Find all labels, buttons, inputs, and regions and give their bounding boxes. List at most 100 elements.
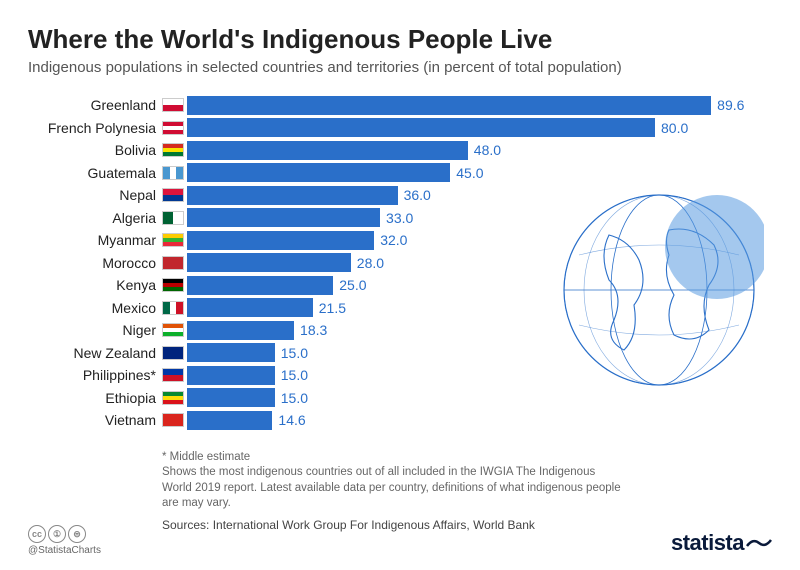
- statista-logo: statista: [671, 530, 772, 556]
- country-label: Greenland: [28, 97, 162, 113]
- bar-track: 15.0: [187, 366, 772, 385]
- country-label: Niger: [28, 322, 162, 338]
- flag-icon: [162, 98, 184, 112]
- bar: 28.0: [187, 253, 351, 272]
- bar-value: 15.0: [281, 390, 308, 406]
- flag-icon: [162, 368, 184, 382]
- bar-track: 80.0: [187, 118, 772, 137]
- country-label: Bolivia: [28, 142, 162, 158]
- bar: 21.5: [187, 298, 313, 317]
- country-label: Morocco: [28, 255, 162, 271]
- bar: 32.0: [187, 231, 374, 250]
- bar: 15.0: [187, 388, 275, 407]
- chart-row: Greenland 89.6: [28, 94, 772, 117]
- bar: 36.0: [187, 186, 398, 205]
- country-label: French Polynesia: [28, 120, 162, 136]
- flag-icon: [162, 143, 184, 157]
- bar-track: 33.0: [187, 208, 772, 227]
- footnote-body: Shows the most indigenous countries out …: [162, 466, 621, 509]
- chart-row: Guatemala 45.0: [28, 162, 772, 185]
- chart-row: Vietnam 14.6: [28, 409, 772, 432]
- chart-row: Mexico21.5: [28, 297, 772, 320]
- footnote: * Middle estimate Shows the most indigen…: [162, 450, 622, 512]
- country-label: Kenya: [28, 277, 162, 293]
- bar-track: 14.6: [187, 411, 772, 430]
- flag-icon: [162, 301, 184, 315]
- bar-track: 28.0: [187, 253, 772, 272]
- bar-value: 25.0: [339, 277, 366, 293]
- chart-title: Where the World's Indigenous People Live: [28, 24, 772, 55]
- bar-track: 89.6: [187, 96, 772, 115]
- flag-icon: [162, 121, 184, 135]
- bar-value: 14.6: [278, 412, 305, 428]
- country-label: Ethiopia: [28, 390, 162, 406]
- chart-row: Philippines* 15.0: [28, 364, 772, 387]
- bar-value: 33.0: [386, 210, 413, 226]
- chart-row: French Polynesia 80.0: [28, 117, 772, 140]
- cc-handle: @StatistaCharts: [28, 545, 101, 556]
- logo-wave-icon: [746, 536, 772, 550]
- flag-icon: [162, 166, 184, 180]
- chart-row: Algeria 33.0: [28, 207, 772, 230]
- bar-track: 36.0: [187, 186, 772, 205]
- bar-track: 15.0: [187, 343, 772, 362]
- bar-track: 45.0: [187, 163, 772, 182]
- bar: 25.0: [187, 276, 333, 295]
- bar: 80.0: [187, 118, 655, 137]
- bar: 15.0: [187, 343, 275, 362]
- chart-subtitle: Indigenous populations in selected count…: [28, 59, 772, 76]
- bar: 33.0: [187, 208, 380, 227]
- bar-value: 18.3: [300, 322, 327, 338]
- flag-icon: [162, 278, 184, 292]
- bar-value: 45.0: [456, 165, 483, 181]
- bar-track: 32.0: [187, 231, 772, 250]
- cc-icons: cc ① ⊜: [28, 525, 86, 543]
- bar: 48.0: [187, 141, 468, 160]
- cc-by-icon: ①: [48, 525, 66, 543]
- footnote-title: * Middle estimate: [162, 451, 250, 463]
- chart-row: Kenya 25.0: [28, 274, 772, 297]
- flag-icon: [162, 188, 184, 202]
- cc-nd-icon: ⊜: [68, 525, 86, 543]
- country-label: Philippines*: [28, 367, 162, 383]
- country-label: Algeria: [28, 210, 162, 226]
- bar-track: 18.3: [187, 321, 772, 340]
- bar-value: 15.0: [281, 345, 308, 361]
- flag-icon: [162, 256, 184, 270]
- flag-icon: [162, 323, 184, 337]
- chart-row: Bolivia 48.0: [28, 139, 772, 162]
- bottom-row: cc ① ⊜ @StatistaCharts statista: [28, 525, 772, 556]
- chart-row: New Zealand 15.0: [28, 342, 772, 365]
- bar-track: 25.0: [187, 276, 772, 295]
- country-label: Nepal: [28, 187, 162, 203]
- cc-icon: cc: [28, 525, 46, 543]
- bar-track: 48.0: [187, 141, 772, 160]
- bar-value: 89.6: [717, 97, 744, 113]
- chart-row: Morocco 28.0: [28, 252, 772, 275]
- bar: 89.6: [187, 96, 711, 115]
- bar: 45.0: [187, 163, 450, 182]
- country-label: Myanmar: [28, 232, 162, 248]
- flag-icon: [162, 391, 184, 405]
- flag-icon: [162, 346, 184, 360]
- bar-track: 21.5: [187, 298, 772, 317]
- chart-row: Niger 18.3: [28, 319, 772, 342]
- chart-row: Ethiopia 15.0: [28, 387, 772, 410]
- bar-value: 36.0: [404, 187, 431, 203]
- logo-text: statista: [671, 530, 744, 556]
- bar-track: 15.0: [187, 388, 772, 407]
- chart-area: Greenland 89.6 French Polynesia 80.0 Bolivia…: [28, 94, 772, 432]
- flag-icon: [162, 233, 184, 247]
- bar-value: 48.0: [474, 142, 501, 158]
- chart-row: Nepal 36.0: [28, 184, 772, 207]
- country-label: Vietnam: [28, 412, 162, 428]
- bar: 15.0: [187, 366, 275, 385]
- flag-icon: [162, 413, 184, 427]
- cc-block: cc ① ⊜ @StatistaCharts: [28, 525, 101, 556]
- bar-value: 28.0: [357, 255, 384, 271]
- bar: 14.6: [187, 411, 272, 430]
- bar-value: 80.0: [661, 120, 688, 136]
- bar-value: 32.0: [380, 232, 407, 248]
- country-label: New Zealand: [28, 345, 162, 361]
- country-label: Guatemala: [28, 165, 162, 181]
